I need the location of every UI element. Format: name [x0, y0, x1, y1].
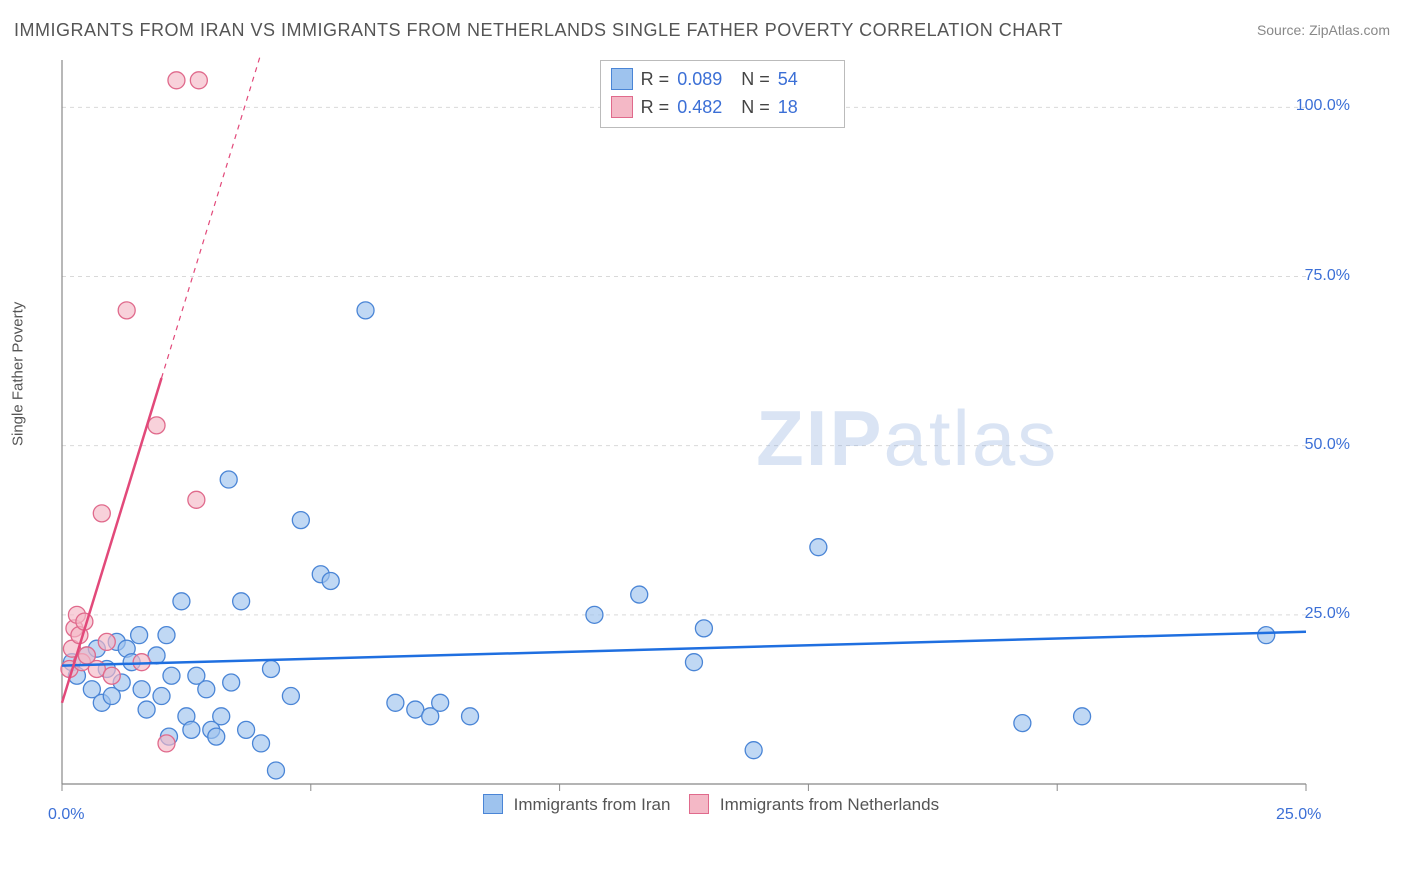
legend-n-value-0: 54	[778, 69, 834, 90]
legend-top-row-1: R = 0.482 N = 18	[611, 93, 834, 121]
source-label: Source: ZipAtlas.com	[1257, 22, 1390, 38]
y-axis-label: Single Father Poverty	[10, 302, 27, 446]
legend-r-value-0: 0.089	[677, 69, 733, 90]
legend-n-label: N =	[741, 97, 770, 118]
legend-bottom-label-1: Immigrants from Netherlands	[720, 795, 939, 814]
legend-bottom-swatch-1	[689, 794, 709, 814]
chart-container: IMMIGRANTS FROM IRAN VS IMMIGRANTS FROM …	[0, 0, 1406, 892]
legend-swatch-iran	[611, 68, 633, 90]
legend-n-label: N =	[741, 69, 770, 90]
legend-r-label: R =	[641, 97, 670, 118]
legend-top-row-0: R = 0.089 N = 54	[611, 65, 834, 93]
legend-bottom-swatch-0	[483, 794, 503, 814]
legend-bottom-label-0: Immigrants from Iran	[514, 795, 671, 814]
scatter-chart-svg	[52, 54, 1356, 824]
legend-bottom: Immigrants from Iran Immigrants from Net…	[52, 794, 1356, 815]
legend-r-label: R =	[641, 69, 670, 90]
legend-swatch-netherlands	[611, 96, 633, 118]
y-tick-label: 100.0%	[1296, 97, 1350, 115]
chart-title: IMMIGRANTS FROM IRAN VS IMMIGRANTS FROM …	[14, 20, 1063, 41]
plot-area: ZIPatlas R = 0.089 N = 54 R = 0.482 N = …	[52, 54, 1356, 824]
y-tick-label: 75.0%	[1305, 267, 1350, 285]
x-axis-origin-label: 0.0%	[48, 806, 84, 824]
legend-n-value-1: 18	[778, 97, 834, 118]
y-tick-label: 25.0%	[1305, 605, 1350, 623]
y-tick-label: 50.0%	[1305, 436, 1350, 454]
legend-r-value-1: 0.482	[677, 97, 733, 118]
legend-top: R = 0.089 N = 54 R = 0.482 N = 18	[600, 60, 845, 128]
x-axis-end-label: 25.0%	[1276, 806, 1321, 824]
